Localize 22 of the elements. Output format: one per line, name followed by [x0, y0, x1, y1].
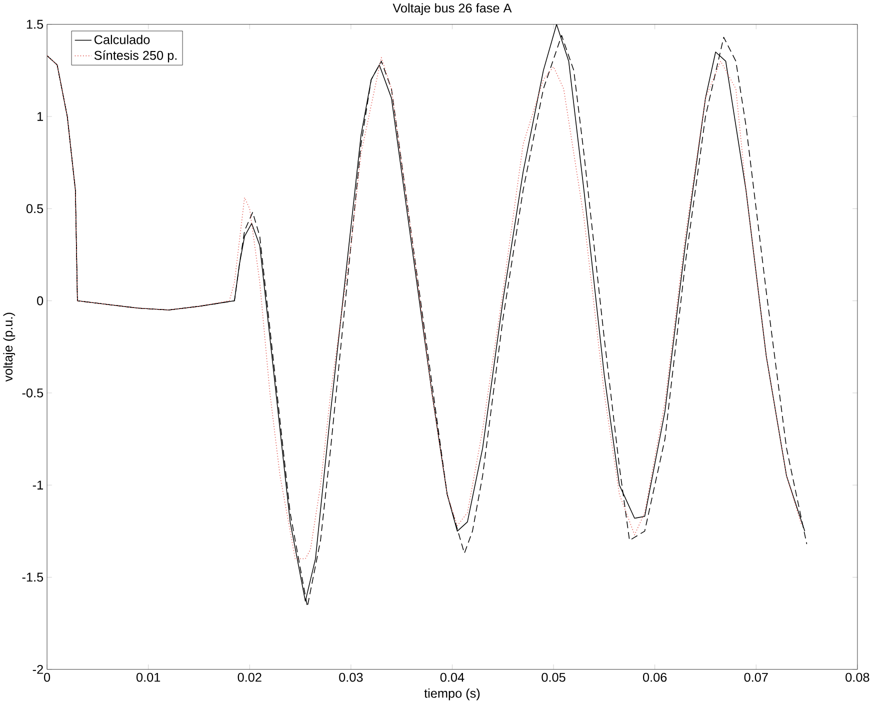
- x-tick-label: 0.03: [339, 673, 363, 682]
- y-tick-label: 1.5: [26, 20, 44, 29]
- x-tick-label: 0.07: [744, 673, 768, 682]
- x-tick-label: 0: [44, 673, 50, 682]
- legend-label: Síntesis 250 p.: [94, 50, 177, 63]
- x-tick-label: 0.02: [238, 673, 262, 682]
- x-axis-title: tiempo (s): [424, 688, 480, 701]
- x-tick-label: 0.05: [542, 673, 566, 682]
- chart-title: Voltaje bus 26 fase A: [392, 3, 512, 16]
- y-axis-title: voltaje (p.u.): [3, 313, 16, 382]
- y-tick-label: -2: [32, 665, 43, 674]
- x-tick-label: 0.08: [846, 673, 870, 682]
- y-tick-label: -1: [32, 480, 43, 490]
- legend-label: Calculado: [94, 35, 150, 44]
- y-tick-label: 0.5: [26, 204, 44, 214]
- y-tick-label: -0.5: [22, 388, 44, 398]
- y-tick-label: 1: [38, 112, 43, 122]
- x-tick-label: 0.01: [136, 673, 160, 682]
- y-tick-label: 0: [37, 296, 44, 306]
- x-tick-label: 0.04: [440, 673, 464, 682]
- x-tick-label: 0.06: [642, 673, 667, 682]
- y-tick-label: -1.5: [22, 573, 44, 582]
